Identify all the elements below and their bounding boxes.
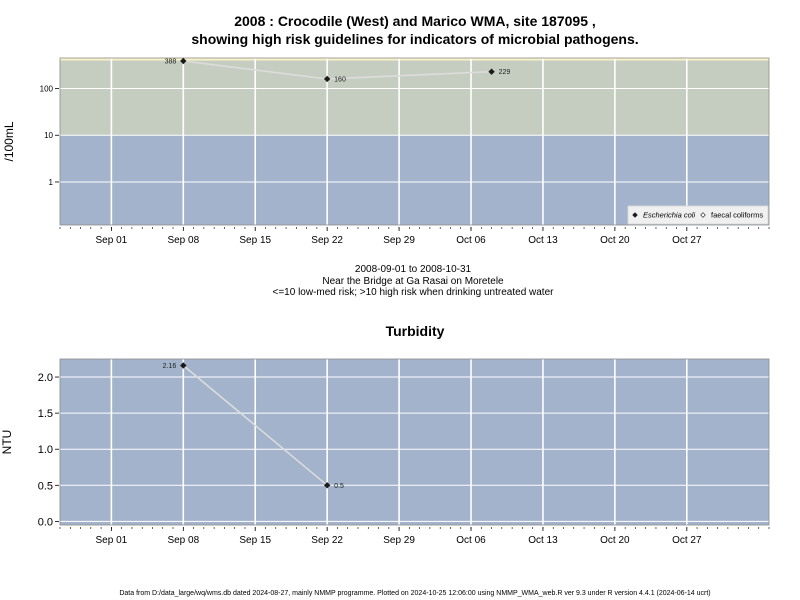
x-tick-label: Oct 27 — [672, 535, 702, 546]
plot-background — [60, 359, 769, 525]
x-tick-label: Oct 06 — [456, 235, 486, 246]
y-tick-label: 0.5 — [38, 480, 53, 492]
y-tick-label: 0.0 — [38, 516, 53, 528]
x-tick-label: Sep 29 — [383, 235, 415, 246]
x-tick-label: Sep 01 — [96, 535, 128, 546]
x-tick-label: Sep 15 — [239, 535, 271, 546]
x-tick-label: Oct 20 — [600, 235, 630, 246]
x-tick-label: Oct 13 — [528, 535, 558, 546]
data-label: 2.16 — [163, 363, 177, 370]
x-tick-label: Sep 08 — [167, 535, 199, 546]
x-tick-label: Sep 22 — [311, 535, 343, 546]
microbial-chart: Sep 01 Sep 08 Sep 15 Sep 22 Sep 29 Oct 06 Oct … — [2, 57, 770, 246]
y-tick-label: 1.5 — [38, 408, 53, 420]
plot-frame — [59, 358, 770, 526]
y-tick-label: 1.0 — [38, 444, 53, 456]
x-tick-label: Sep 15 — [239, 235, 271, 246]
data-label: 229 — [499, 69, 511, 76]
legend-marker-e-coli — [632, 212, 638, 218]
data-label: 160 — [334, 76, 346, 83]
data-label: 0.5 — [334, 483, 344, 490]
data-point — [323, 75, 331, 83]
x-tick-label: Sep 29 — [383, 535, 415, 546]
date-range-caption: 2008-09-01 to 2008-10-31 — [354, 264, 472, 275]
y-tick-label: 2.0 — [38, 372, 53, 384]
plot-frame — [59, 57, 770, 226]
y-axis-title: NTU — [0, 430, 14, 455]
risk-band-2 — [60, 58, 769, 61]
x-tick-label: Oct 06 — [456, 535, 486, 546]
turbidity-chart: Sep 01 Sep 08 Sep 15 Sep 22 Sep 29 Oct 06 Oct … — [0, 358, 770, 546]
chart-title-line-1: 2008 : Crocodile (West) and Marico WMA, … — [234, 13, 596, 29]
site-caption: Near the Bridge at Ga Rasai on Moretele — [322, 276, 504, 287]
data-point — [180, 362, 187, 369]
chart-title-line-2: showing high risk guidelines for indicat… — [191, 31, 639, 47]
risk-band-1 — [60, 60, 769, 136]
risk-caption: <=10 low-med risk; >10 high risk when dr… — [272, 287, 554, 298]
turbidity-title: Turbidity — [385, 323, 445, 339]
y-tick-label: 10 — [44, 131, 53, 140]
x-tick-label: Oct 20 — [600, 535, 630, 546]
legend-label-faecal-coliforms: faecal coliforms — [711, 211, 763, 220]
x-tick-label: Sep 08 — [167, 235, 199, 246]
x-tick-label: Oct 27 — [672, 235, 702, 246]
y-tick-label: 100 — [40, 84, 54, 93]
legend-box — [627, 205, 769, 225]
x-tick-label: Oct 13 — [528, 235, 558, 246]
legend-label-e-coli: Escherichia coli — [643, 211, 695, 220]
legend-marker-faecal-coliforms — [700, 212, 706, 218]
data-point — [488, 68, 495, 75]
y-tick-label: 1 — [49, 178, 54, 187]
y-axis-title: /100mL — [2, 121, 16, 161]
series-line-0 — [182, 364, 328, 486]
data-point — [180, 57, 187, 65]
x-tick-label: Sep 01 — [96, 235, 128, 246]
footer-note: Data from D:/data_large/wq/wms.db dated … — [119, 590, 711, 597]
x-tick-label: Sep 22 — [311, 235, 343, 246]
data-label: 388 — [165, 59, 177, 66]
